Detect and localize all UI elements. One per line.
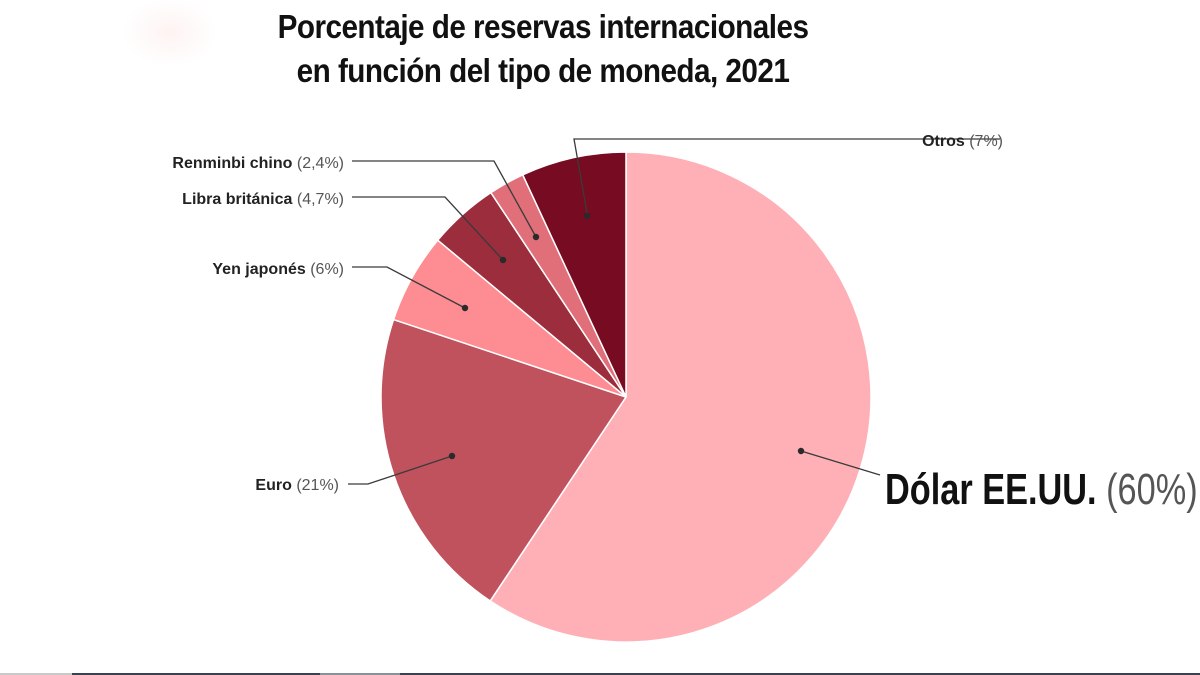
label-libra: Libra británica (4,7%): [182, 191, 344, 208]
label-otros-pct: (7%): [969, 133, 1003, 150]
pie-slices: [380, 151, 872, 643]
leader-lines: [348, 138, 1000, 485]
bottom-edge-bar: [0, 673, 1200, 675]
leader-line-libra: [352, 196, 504, 261]
pie-slice-euro: [380, 318, 628, 602]
label-euro-pct: (21%): [296, 477, 339, 494]
chart-title-line-1: Porcentaje de reservas internacionales: [277, 8, 809, 45]
chart-title-line-2: en función del tipo de moneda, 2021: [296, 52, 790, 89]
label-renminbi-name: Renminbi chino: [172, 155, 292, 172]
leader-line-dolar: [800, 450, 881, 476]
label-euro: Euro (21%): [255, 477, 339, 494]
label-yen: Yen japonés (6%): [212, 261, 344, 278]
label-otros-name: Otros: [922, 133, 965, 150]
background-artifact: [125, 0, 215, 65]
pie-slice-otros: [521, 151, 627, 398]
pie-slice-dolar: [489, 151, 872, 643]
label-dolar: Dólar EE.UU. (60%): [885, 465, 1198, 514]
label-dolar-pct: (60%): [1106, 465, 1198, 514]
leader-line-renminbi: [352, 160, 537, 238]
label-libra-pct: (4,7%): [297, 191, 344, 208]
label-yen-pct: (6%): [310, 261, 344, 278]
label-renminbi-pct: (2,4%): [297, 155, 344, 172]
leader-line-euro: [348, 455, 453, 485]
leader-line-yen: [352, 266, 466, 309]
label-yen-name: Yen japonés: [212, 261, 305, 278]
leader-dots: [448, 212, 805, 460]
leader-line-otros: [573, 138, 1000, 214]
label-euro-name: Euro: [255, 477, 292, 494]
label-otros: Otros (7%): [922, 133, 1003, 150]
label-dolar-name: Dólar EE.UU.: [885, 465, 1097, 514]
label-libra-name: Libra británica: [182, 191, 292, 208]
label-renminbi: Renminbi chino (2,4%): [172, 155, 344, 172]
